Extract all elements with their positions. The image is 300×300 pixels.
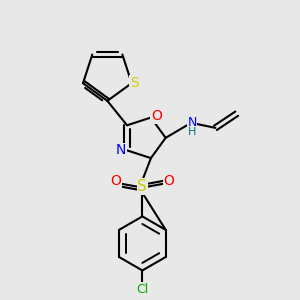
Text: S: S: [137, 179, 147, 194]
Text: O: O: [151, 109, 162, 123]
Text: H: H: [188, 127, 196, 136]
Text: S: S: [130, 76, 139, 90]
Text: N: N: [116, 143, 126, 158]
Text: O: O: [110, 174, 122, 188]
Text: O: O: [164, 174, 174, 188]
Text: N: N: [188, 116, 197, 129]
Text: Cl: Cl: [136, 283, 148, 296]
